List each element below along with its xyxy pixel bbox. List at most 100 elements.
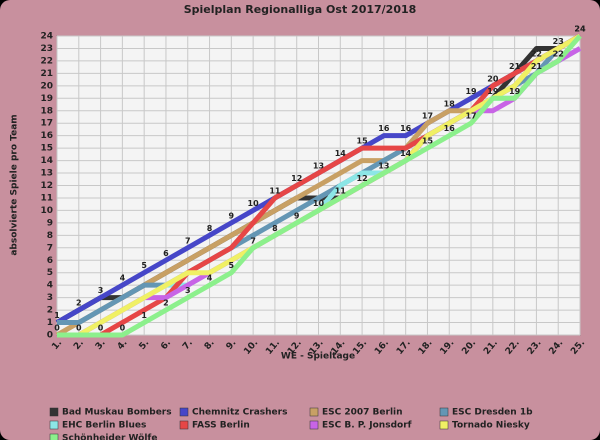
data-label: 15	[422, 137, 434, 146]
data-label: 22	[531, 49, 542, 58]
data-label: 11	[335, 186, 347, 195]
y-tick-label: 16	[40, 131, 53, 141]
data-label: 19	[487, 87, 499, 96]
legend-swatch	[309, 407, 319, 417]
data-label: 12	[291, 174, 302, 183]
y-tick-label: 6	[47, 256, 53, 266]
data-label: 7	[185, 236, 191, 245]
legend-swatch	[49, 420, 59, 430]
legend-swatch	[179, 420, 189, 430]
legend-label: Bad Muskau Bombers	[62, 408, 172, 418]
legend-label: ESC Dresden 1b	[452, 408, 533, 418]
data-label: 9	[294, 211, 300, 220]
legend-label: Chemnitz Crashers	[192, 408, 287, 418]
data-label: 21	[531, 62, 543, 71]
y-tick-label: 21	[40, 69, 53, 79]
legend-swatch	[309, 420, 319, 430]
y-axis-label: absolvierte Spiele pro Team	[10, 114, 20, 255]
y-tick-label: 23	[40, 44, 53, 54]
data-label: 14	[400, 149, 412, 158]
data-label: 11	[269, 186, 281, 195]
data-label: 17	[422, 112, 433, 121]
x-axis-label: WE - Spieltage	[281, 352, 355, 362]
data-label: 5	[229, 261, 235, 270]
legend-swatch	[439, 420, 449, 430]
y-tick-label: 22	[40, 56, 53, 66]
data-label: 9	[229, 211, 235, 220]
data-label: 19	[509, 87, 521, 96]
legend-swatch	[179, 407, 189, 417]
data-label: 12	[357, 174, 368, 183]
data-label: 6	[163, 249, 169, 258]
data-label: 0	[54, 324, 60, 333]
y-tick-label: 4	[47, 281, 53, 291]
y-tick-label: 0	[47, 331, 53, 341]
chart-title: Spielplan Regionalliga Ost 2017/2018	[184, 3, 417, 16]
data-label: 16	[400, 124, 412, 133]
data-label: 3	[98, 286, 104, 295]
data-label: 8	[207, 224, 213, 233]
series-line	[57, 33, 582, 338]
legend-swatch	[439, 407, 449, 417]
legend-label: EHC Berlin Blues	[62, 421, 146, 431]
data-label: 24	[574, 25, 586, 34]
legend-swatch	[49, 407, 59, 417]
data-label: 21	[509, 62, 521, 71]
data-label: 14	[335, 149, 347, 158]
data-label: 0	[98, 324, 104, 333]
data-label: 24	[574, 25, 586, 34]
data-label: 3	[185, 286, 191, 295]
data-label: 10	[248, 199, 260, 208]
y-tick-label: 5	[47, 268, 53, 278]
data-label: 18	[444, 99, 456, 108]
data-label: 10	[313, 199, 325, 208]
legend-label: ESC 2007 Berlin	[322, 408, 403, 418]
y-tick-label: 1	[47, 318, 53, 328]
data-label: 15	[357, 137, 369, 146]
data-label: 16	[378, 124, 390, 133]
y-tick-label: 2	[47, 306, 53, 316]
legend-label: FASS Berlin	[192, 421, 250, 431]
y-tick-label: 24	[40, 32, 53, 42]
data-label: 4	[120, 274, 126, 283]
y-tick-label: 8	[47, 231, 53, 241]
y-tick-label: 13	[40, 169, 53, 179]
data-label: 2	[163, 299, 169, 308]
series-line	[57, 34, 582, 338]
data-label: 13	[313, 162, 324, 171]
data-label: 22	[553, 49, 564, 58]
y-tick-label: 10	[40, 206, 53, 216]
y-tick-label: 20	[40, 81, 53, 91]
y-tick-label: 7	[47, 243, 53, 253]
data-label: 13	[378, 162, 389, 171]
y-tick-label: 12	[40, 181, 53, 191]
data-label: 5	[141, 261, 147, 270]
data-label: 2	[76, 299, 82, 308]
data-label: 16	[444, 124, 456, 133]
data-label: 7	[250, 236, 256, 245]
y-tick-label: 18	[40, 106, 53, 116]
data-label: 4	[207, 274, 213, 283]
data-label: 0	[76, 324, 82, 333]
y-tick-label: 19	[40, 94, 53, 104]
y-tick-label: 3	[47, 293, 53, 303]
legend-label: Schönheider Wölfe	[62, 434, 157, 440]
data-label: 23	[553, 37, 564, 46]
data-label: 19	[465, 87, 477, 96]
legend-label: ESC B. P. Jonsdorf	[322, 421, 412, 431]
y-tick-label: 17	[40, 119, 53, 129]
data-label: 1	[54, 311, 60, 320]
legend-label: Tornado Niesky	[452, 421, 530, 431]
y-tick-label: 11	[40, 193, 53, 203]
data-label: 8	[272, 224, 278, 233]
y-tick-label: 9	[47, 218, 53, 228]
data-label: 17	[465, 112, 476, 121]
data-label: 0	[120, 324, 126, 333]
data-label: 1	[141, 311, 147, 320]
y-tick-label: 14	[40, 156, 53, 166]
legend-swatch	[49, 433, 59, 440]
data-label: 20	[487, 74, 499, 83]
y-tick-label: 15	[40, 144, 53, 154]
